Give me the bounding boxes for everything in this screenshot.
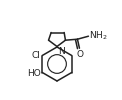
Text: HO: HO	[27, 68, 41, 78]
Text: NH$_2$: NH$_2$	[89, 29, 108, 42]
Text: O: O	[76, 50, 83, 59]
Text: N: N	[59, 47, 65, 56]
Text: Cl: Cl	[32, 50, 41, 60]
